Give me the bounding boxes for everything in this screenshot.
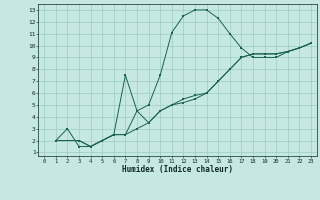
X-axis label: Humidex (Indice chaleur): Humidex (Indice chaleur)	[122, 165, 233, 174]
